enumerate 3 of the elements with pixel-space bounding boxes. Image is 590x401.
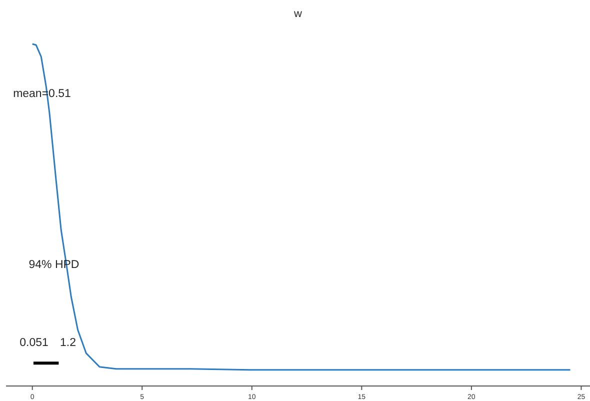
annotation: 1.2: [60, 337, 76, 350]
chart-title: w: [293, 8, 302, 20]
annotation: 0.051: [20, 337, 48, 350]
